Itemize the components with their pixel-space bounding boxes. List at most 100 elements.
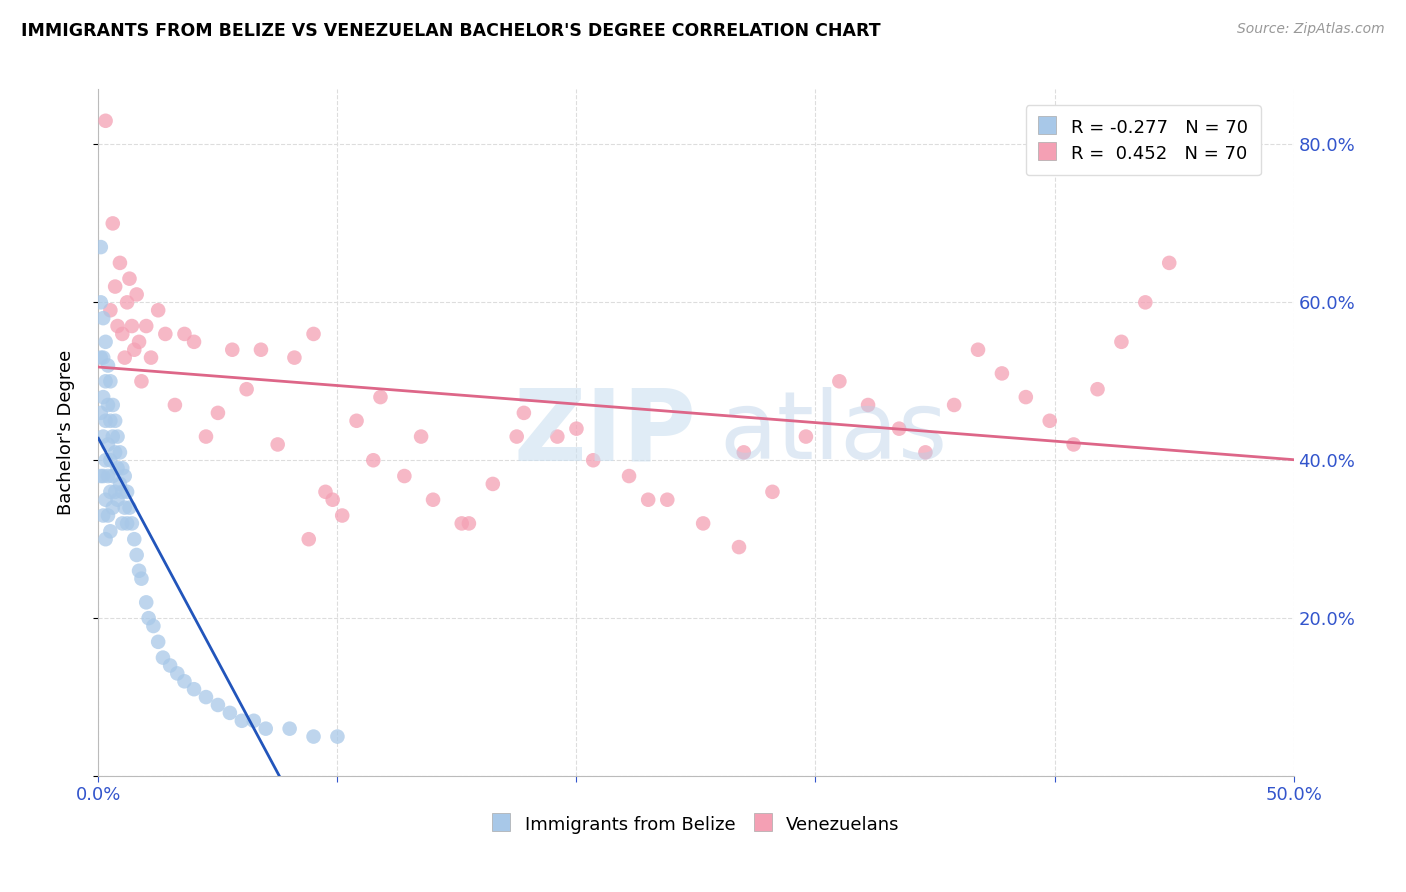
- Point: [94, 334, 117, 349]
- Point: [1087, 382, 1109, 396]
- Point: [104, 279, 127, 293]
- Point: [138, 611, 160, 625]
- Point: [617, 469, 640, 483]
- Point: [889, 422, 911, 436]
- Point: [101, 500, 124, 515]
- Point: [254, 722, 277, 736]
- Point: [107, 492, 129, 507]
- Point: [231, 714, 253, 728]
- Point: [104, 484, 127, 499]
- Point: [219, 706, 242, 720]
- Point: [322, 492, 344, 507]
- Point: [115, 484, 138, 499]
- Point: [278, 722, 301, 736]
- Point: [125, 287, 148, 301]
- Point: [302, 730, 325, 744]
- Point: [94, 113, 117, 128]
- Point: [173, 674, 195, 689]
- Point: [135, 595, 157, 609]
- Point: [107, 461, 129, 475]
- Point: [94, 374, 117, 388]
- Point: [330, 508, 353, 523]
- Point: [326, 730, 349, 744]
- Point: [97, 359, 120, 373]
- Point: [250, 343, 273, 357]
- Point: [121, 516, 143, 531]
- Point: [481, 477, 505, 491]
- Point: [967, 343, 990, 357]
- Point: [1135, 295, 1157, 310]
- Point: [98, 484, 122, 499]
- Point: [114, 469, 136, 483]
- Point: [118, 500, 141, 515]
- Point: [1063, 437, 1085, 451]
- Point: [828, 374, 851, 388]
- Point: [111, 484, 134, 499]
- Point: [91, 311, 114, 326]
- Point: [111, 516, 134, 531]
- Point: [195, 690, 218, 704]
- Point: [173, 326, 195, 341]
- Text: IMMIGRANTS FROM BELIZE VS VENEZUELAN BACHELOR'S DEGREE CORRELATION CHART: IMMIGRANTS FROM BELIZE VS VENEZUELAN BAC…: [21, 22, 880, 40]
- Point: [98, 524, 122, 539]
- Point: [363, 453, 385, 467]
- Point: [565, 422, 588, 436]
- Point: [142, 619, 165, 633]
- Point: [97, 508, 120, 523]
- Point: [1015, 390, 1038, 404]
- Point: [450, 516, 472, 531]
- Point: [243, 714, 266, 728]
- Point: [104, 445, 127, 459]
- Point: [582, 453, 605, 467]
- Point: [546, 429, 568, 443]
- Point: [128, 564, 150, 578]
- Point: [207, 406, 229, 420]
- Point: [115, 295, 138, 310]
- Point: [114, 351, 136, 365]
- Point: [914, 445, 936, 459]
- Point: [235, 382, 257, 396]
- Point: [121, 319, 143, 334]
- Point: [108, 256, 131, 270]
- Point: [91, 508, 114, 523]
- Point: [728, 540, 751, 554]
- Point: [183, 682, 205, 697]
- Text: atlas: atlas: [720, 386, 948, 479]
- Point: [101, 398, 124, 412]
- Point: [692, 516, 714, 531]
- Point: [114, 500, 136, 515]
- Point: [991, 367, 1014, 381]
- Point: [111, 326, 134, 341]
- Point: [101, 469, 124, 483]
- Point: [131, 572, 153, 586]
- Point: [104, 414, 127, 428]
- Point: [111, 461, 134, 475]
- Point: [159, 658, 181, 673]
- Point: [856, 398, 879, 412]
- Text: ZIP: ZIP: [513, 384, 696, 481]
- Point: [91, 429, 114, 443]
- Point: [183, 334, 205, 349]
- Point: [90, 295, 112, 310]
- Point: [128, 334, 150, 349]
- Point: [155, 326, 177, 341]
- Point: [108, 477, 131, 491]
- Point: [637, 492, 659, 507]
- Point: [131, 374, 153, 388]
- Point: [411, 429, 433, 443]
- Point: [124, 343, 146, 357]
- Point: [91, 351, 114, 365]
- Point: [98, 414, 122, 428]
- Point: [148, 303, 170, 318]
- Point: [107, 319, 129, 334]
- Point: [90, 240, 112, 254]
- Point: [98, 303, 122, 318]
- Point: [94, 414, 117, 428]
- Point: [101, 429, 124, 443]
- Point: [135, 319, 157, 334]
- Point: [107, 429, 129, 443]
- Point: [124, 532, 146, 546]
- Point: [163, 398, 186, 412]
- Point: [761, 484, 783, 499]
- Point: [195, 429, 218, 443]
